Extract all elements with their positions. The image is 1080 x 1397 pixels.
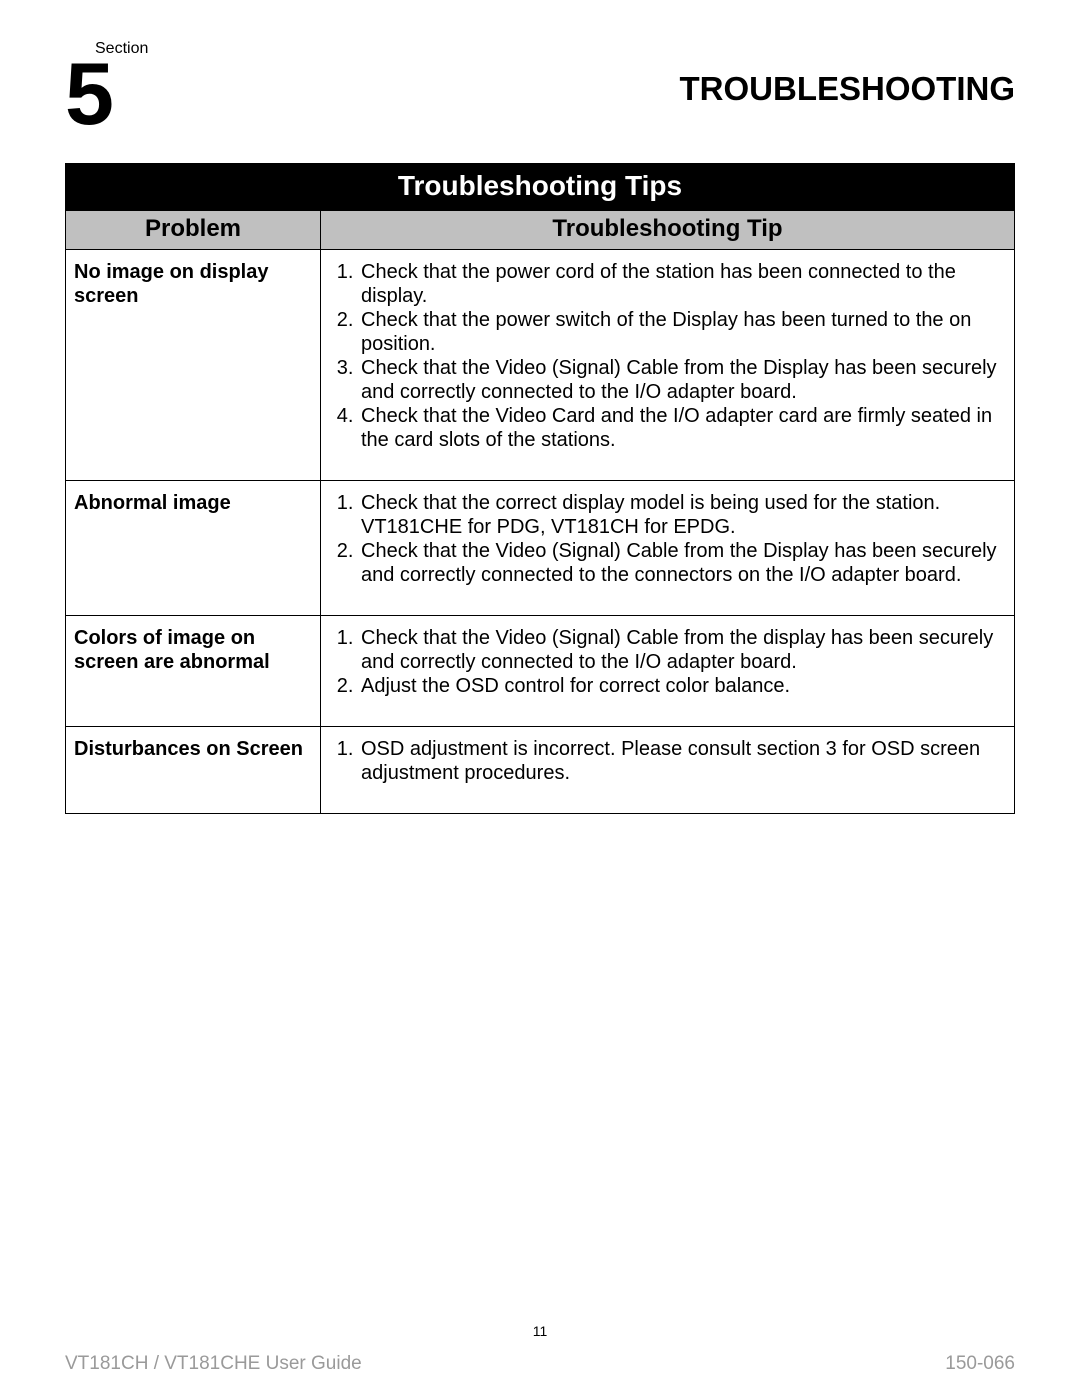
tip-item: Check that the power cord of the station… bbox=[359, 260, 1004, 308]
table-title: Troubleshooting Tips bbox=[66, 164, 1015, 211]
table-row: No image on display screen Check that th… bbox=[66, 250, 1015, 481]
problem-cell: Colors of image on screen are abnormal bbox=[66, 616, 321, 727]
chapter-title: TROUBLESHOOTING bbox=[680, 70, 1016, 108]
tip-item: Check that the Video (Signal) Cable from… bbox=[359, 539, 1004, 587]
tip-item: Check that the Video Card and the I/O ad… bbox=[359, 404, 1004, 452]
problem-cell: Abnormal image bbox=[66, 481, 321, 616]
tip-cell: OSD adjustment is incorrect. Please cons… bbox=[321, 727, 1015, 814]
tip-list: Check that the power cord of the station… bbox=[329, 260, 1004, 452]
col-header-problem: Problem bbox=[66, 211, 321, 250]
footer-left: VT181CH / VT181CHE User Guide bbox=[65, 1353, 362, 1375]
col-header-tip: Troubleshooting Tip bbox=[321, 211, 1015, 250]
tip-list: Check that the correct display model is … bbox=[329, 491, 1004, 587]
table-row: Disturbances on Screen OSD adjustment is… bbox=[66, 727, 1015, 814]
table-title-row: Troubleshooting Tips bbox=[66, 164, 1015, 211]
page-number: 11 bbox=[0, 1323, 1080, 1339]
tip-item: Check that the Video (Signal) Cable from… bbox=[359, 356, 1004, 404]
table-header-row: Problem Troubleshooting Tip bbox=[66, 211, 1015, 250]
tip-list: Check that the Video (Signal) Cable from… bbox=[329, 626, 1004, 698]
tip-cell: Check that the Video (Signal) Cable from… bbox=[321, 616, 1015, 727]
tip-item: Check that the Video (Signal) Cable from… bbox=[359, 626, 1004, 674]
page: Section 5 TROUBLESHOOTING Troubleshootin… bbox=[0, 0, 1080, 1397]
tip-list: OSD adjustment is incorrect. Please cons… bbox=[329, 737, 1004, 785]
table-row: Colors of image on screen are abnormal C… bbox=[66, 616, 1015, 727]
tip-item: OSD adjustment is incorrect. Please cons… bbox=[359, 737, 1004, 785]
table-row: Abnormal image Check that the correct di… bbox=[66, 481, 1015, 616]
troubleshooting-table: Troubleshooting Tips Problem Troubleshoo… bbox=[65, 163, 1015, 814]
problem-cell: No image on display screen bbox=[66, 250, 321, 481]
tip-cell: Check that the power cord of the station… bbox=[321, 250, 1015, 481]
footer: VT181CH / VT181CHE User Guide 150-066 bbox=[65, 1353, 1015, 1375]
tip-cell: Check that the correct display model is … bbox=[321, 481, 1015, 616]
section-left: Section 5 bbox=[65, 40, 148, 133]
section-number: 5 bbox=[65, 54, 112, 133]
footer-right: 150-066 bbox=[945, 1353, 1015, 1375]
tip-item: Check that the correct display model is … bbox=[359, 491, 1004, 539]
tip-item: Adjust the OSD control for correct color… bbox=[359, 674, 1004, 698]
tip-item: Check that the power switch of the Displ… bbox=[359, 308, 1004, 356]
problem-cell: Disturbances on Screen bbox=[66, 727, 321, 814]
section-header: Section 5 TROUBLESHOOTING bbox=[65, 40, 1015, 133]
